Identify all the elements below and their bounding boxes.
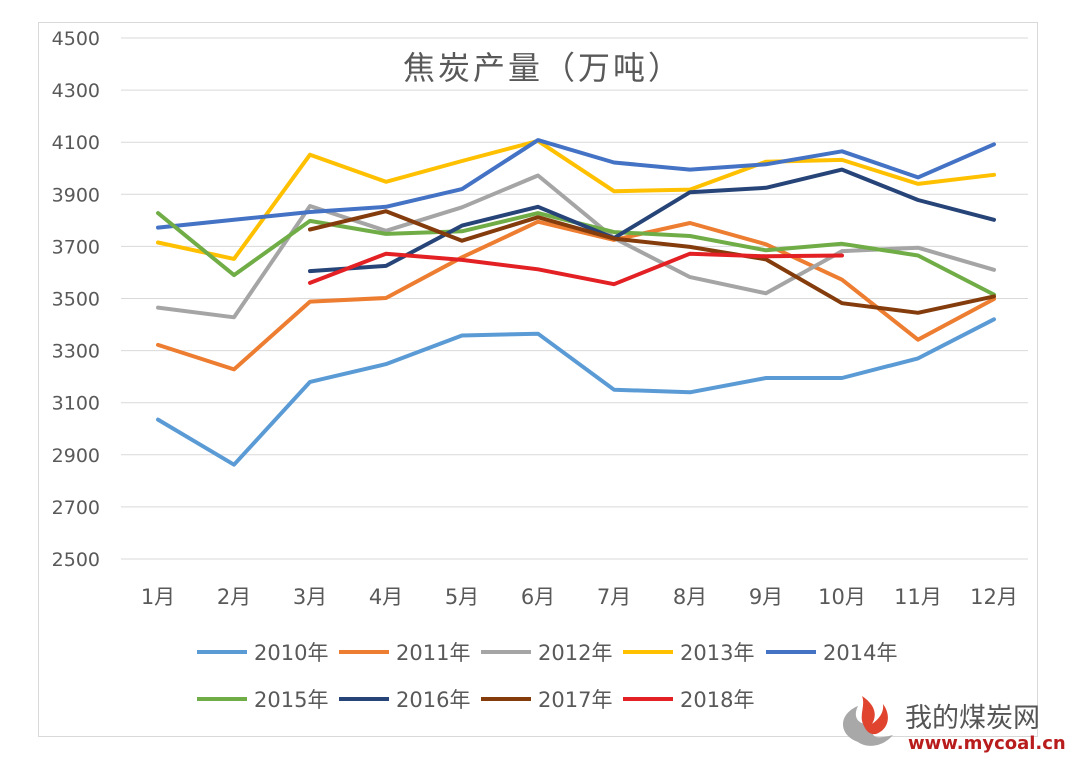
legend-label: 2010年 xyxy=(254,641,328,665)
y-tick-label: 4300 xyxy=(52,80,100,102)
y-tick-label: 3300 xyxy=(52,341,100,363)
y-tick-label: 3500 xyxy=(52,289,100,311)
legend: 2010年 2011年 2012年 2013年 2014年 2015年 2016年 2017年… xyxy=(197,641,897,712)
watermark-url: www.mycoal.cn xyxy=(908,733,1066,754)
series-line-4 xyxy=(156,138,996,230)
x-tick-label: 5月 xyxy=(445,585,479,609)
legend-label: 2012年 xyxy=(538,641,612,665)
flame-logo-icon xyxy=(843,696,893,746)
y-tick-label: 3100 xyxy=(52,393,100,415)
series-line-7 xyxy=(308,209,996,315)
x-tick-label: 3月 xyxy=(293,585,327,609)
series-line-5 xyxy=(156,211,996,297)
series-line-3 xyxy=(156,138,996,261)
legend-label: 2013年 xyxy=(680,641,754,665)
y-tick-label: 4500 xyxy=(52,28,100,50)
legend-label: 2018年 xyxy=(680,688,754,712)
chart-title: 焦炭产量（万吨） xyxy=(403,49,683,87)
y-tick-label: 2500 xyxy=(52,549,100,571)
series-line-2 xyxy=(156,173,996,320)
x-tick-label: 2月 xyxy=(217,585,251,609)
legend-label: 2017年 xyxy=(538,688,612,712)
x-tick-label: 8月 xyxy=(673,585,707,609)
legend-label: 2014年 xyxy=(823,641,897,665)
y-tick-label: 3900 xyxy=(52,184,100,206)
legend-label: 2016年 xyxy=(396,688,470,712)
y-axis-ticks: 4500 4300 4100 3900 3700 3500 3300 3100 2900 2700… xyxy=(52,28,100,571)
legend-label: 2015年 xyxy=(254,688,328,712)
x-tick-label: 6月 xyxy=(521,585,555,609)
y-tick-label: 2900 xyxy=(52,445,100,467)
y-tick-label: 4100 xyxy=(52,132,100,154)
x-tick-label: 10月 xyxy=(818,585,866,609)
series-line-6 xyxy=(308,167,996,274)
x-tick-label: 1月 xyxy=(141,585,175,609)
series-lines xyxy=(156,138,996,467)
x-tick-label: 12月 xyxy=(970,585,1018,609)
watermark-site-name: 我的煤炭网 xyxy=(905,703,1040,734)
x-axis-ticks: 1月 2月 3月 4月 5月 6月 7月 8月 9月 10月 11月 12月 xyxy=(141,585,1018,609)
x-tick-label: 9月 xyxy=(749,585,783,609)
series-line-0 xyxy=(156,317,996,467)
watermark: 我的煤炭网 www.mycoal.cn xyxy=(843,696,1066,754)
legend-label: 2011年 xyxy=(396,641,470,665)
series-line-8 xyxy=(308,251,844,287)
grid-lines xyxy=(121,37,1028,560)
y-tick-label: 3700 xyxy=(52,236,100,258)
x-tick-label: 7月 xyxy=(597,585,631,609)
series-line-1 xyxy=(156,219,996,372)
y-tick-label: 2700 xyxy=(52,497,100,519)
x-tick-label: 11月 xyxy=(894,585,942,609)
x-tick-label: 4月 xyxy=(369,585,403,609)
